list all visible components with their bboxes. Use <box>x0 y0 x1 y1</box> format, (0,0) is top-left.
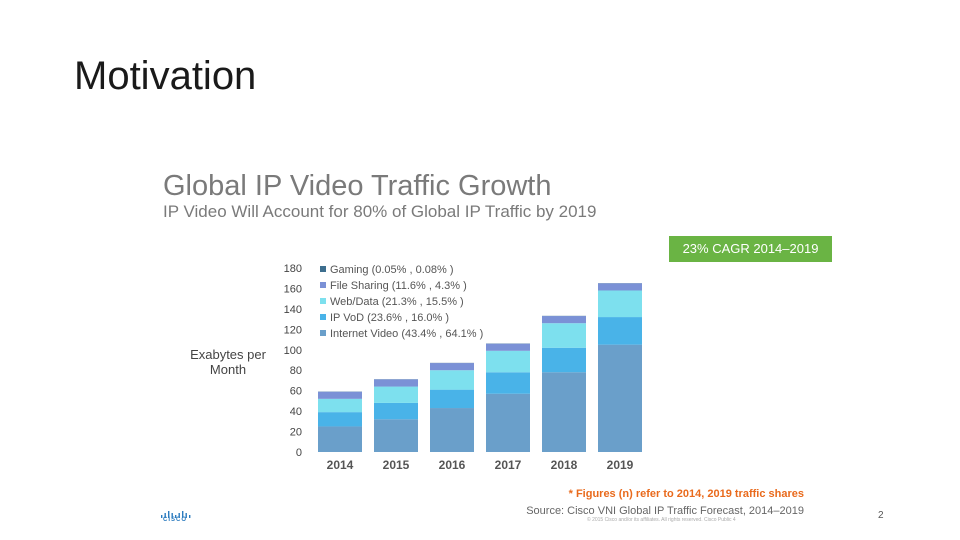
legend-swatch <box>320 314 326 320</box>
bar-segment-2014-s3 <box>318 391 362 399</box>
legend-label: Web/Data (21.3% , 15.5% ) <box>330 296 464 308</box>
y-axis-title: Exabytes per Month <box>190 347 266 377</box>
bar-segment-2014-s0 <box>318 426 362 452</box>
x-tick-label: 2014 <box>327 458 354 472</box>
legend-swatch <box>320 266 326 272</box>
x-tick-label: 2017 <box>495 458 522 472</box>
bar-segment-2015-s0 <box>374 419 418 452</box>
y-tick-label: 160 <box>284 283 302 295</box>
bar-segment-2019-s3 <box>598 283 642 291</box>
chart-subtitle: IP Video Will Account for 80% of Global … <box>163 202 597 221</box>
y-tick-label: 60 <box>290 386 302 398</box>
cisco-logo: CISCO <box>159 507 191 525</box>
bar-segment-2014-s2 <box>318 398 362 413</box>
bar-segment-2016-s2 <box>430 370 474 390</box>
y-tick-label: 180 <box>284 263 302 275</box>
bar-segment-2014-s1 <box>318 412 362 427</box>
legend-label: Internet Video (43.4% , 64.1% ) <box>330 328 483 340</box>
page-number: 2 <box>878 510 884 521</box>
legend-swatch <box>320 282 326 288</box>
bar-segment-2016-s1 <box>430 389 474 409</box>
legend-label: IP VoD (23.6% , 16.0% ) <box>330 312 449 324</box>
bar-segment-2018-s0 <box>542 372 586 452</box>
x-tick-label: 2016 <box>439 458 466 472</box>
legend-label: Gaming (0.05% , 0.08% ) <box>330 264 454 276</box>
bar-segment-2017-s1 <box>486 372 530 394</box>
bar-segment-2015-s3 <box>374 379 418 387</box>
bar-segment-2017-s2 <box>486 350 530 373</box>
chart-title: Global IP Video Traffic Growth <box>163 170 552 202</box>
y-tick-label: 20 <box>290 427 302 439</box>
legend-swatch <box>320 330 326 336</box>
y-tick-label: 140 <box>284 304 302 316</box>
y-tick-label: 120 <box>284 324 302 336</box>
footnote: * Figures (n) refer to 2014, 2019 traffi… <box>568 488 804 500</box>
source-note: Source: Cisco VNI Global IP Traffic Fore… <box>526 505 804 517</box>
cisco-logo-text: CISCO <box>162 517 187 523</box>
cisco-bridge-icon <box>161 511 191 518</box>
slide-title: Motivation <box>74 54 257 98</box>
y-tick-label: 80 <box>290 365 302 377</box>
bar-segment-2016-s3 <box>430 363 474 371</box>
bar-segment-2017-s3 <box>486 343 530 351</box>
bar-segment-2018-s3 <box>542 316 586 324</box>
x-tick-label: 2015 <box>383 458 410 472</box>
x-tick-label: 2018 <box>551 458 578 472</box>
bar-segment-2019-s0 <box>598 344 642 452</box>
bar-segment-2015-s1 <box>374 402 418 420</box>
bar-segment-2018-s1 <box>542 347 586 373</box>
bar-segment-2018-s2 <box>542 323 586 348</box>
bar-segment-2015-s2 <box>374 386 418 403</box>
bar-segment-2019-s2 <box>598 290 642 318</box>
legend-label: File Sharing (11.6% , 4.3% ) <box>330 280 467 292</box>
bar-segment-2019-s1 <box>598 317 642 345</box>
copyright-note: © 2015 Cisco and/or its affiliates. All … <box>587 517 736 523</box>
y-tick-label: 100 <box>284 345 302 357</box>
bar-segment-2016-s0 <box>430 408 474 452</box>
legend-swatch <box>320 298 326 304</box>
x-tick-label: 2019 <box>607 458 634 472</box>
cagr-badge: 23% CAGR 2014–2019 <box>669 236 832 262</box>
y-tick-label: 40 <box>290 406 302 418</box>
bar-segment-2017-s0 <box>486 393 530 452</box>
y-tick-label: 0 <box>296 447 302 459</box>
